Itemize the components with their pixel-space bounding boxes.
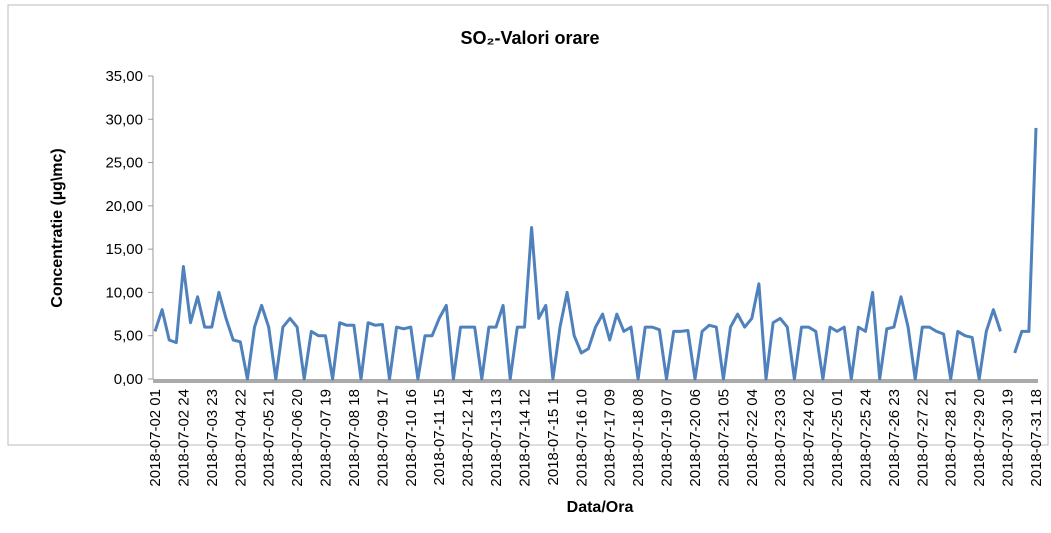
x-tick-label: 2018-07-25 24 bbox=[857, 389, 874, 487]
x-axis bbox=[153, 379, 1038, 383]
x-tick-label: 2018-07-19 07 bbox=[659, 389, 676, 487]
y-tick-label: 20,00 bbox=[105, 198, 143, 215]
y-tick-label: 35,00 bbox=[105, 68, 143, 85]
y-axis-label: Concentratie (µg\mc) bbox=[49, 148, 66, 307]
data-line bbox=[153, 127, 1038, 381]
x-axis-label: Data/Ora bbox=[567, 499, 634, 516]
x-tick-label: 2018-07-29 20 bbox=[971, 389, 988, 487]
x-tick-label: 2018-07-03 23 bbox=[204, 389, 221, 487]
y-tick-label: 30,00 bbox=[105, 111, 143, 128]
x-tick-label: 2018-07-30 19 bbox=[1000, 389, 1017, 487]
x-tick-label: 2018-07-05 21 bbox=[261, 389, 278, 487]
chart-frame bbox=[7, 4, 1049, 446]
x-tick-label: 2018-07-25 01 bbox=[829, 389, 846, 487]
y-tick-label: 15,00 bbox=[105, 241, 143, 258]
x-tick-label: 2018-07-14 12 bbox=[516, 389, 533, 487]
x-tick-label: 2018-07-15 11 bbox=[545, 389, 562, 485]
x-tick-label: 2018-07-26 23 bbox=[886, 389, 903, 487]
x-tick-label: 2018-07-02 01 bbox=[147, 389, 164, 487]
x-tick-label: 2018-07-23 03 bbox=[772, 389, 789, 487]
x-tick-label: 2018-07-06 20 bbox=[289, 389, 306, 487]
chart-title: SO₂-Valori orare bbox=[460, 28, 599, 48]
x-tick-label: 2018-07-11 15 bbox=[431, 389, 448, 485]
x-tick-label: 2018-07-17 09 bbox=[602, 389, 619, 487]
x-tick-label: 2018-07-21 05 bbox=[715, 389, 732, 487]
y-tick-label: 25,00 bbox=[105, 155, 143, 172]
x-tick-label: 2018-07-31 18 bbox=[1028, 389, 1045, 487]
y-tick-label: 0,00 bbox=[114, 371, 143, 388]
x-tick-label: 2018-07-10 16 bbox=[403, 389, 420, 487]
y-tick-label: 5,00 bbox=[114, 328, 143, 345]
x-tick-label: 2018-07-08 18 bbox=[346, 389, 363, 487]
y-tick-label: 10,00 bbox=[105, 284, 143, 301]
x-tick-label: 2018-07-24 02 bbox=[801, 389, 818, 487]
x-tick-label: 2018-07-02 24 bbox=[175, 389, 192, 487]
x-tick-label: 2018-07-20 06 bbox=[687, 389, 704, 487]
x-tick-label: 2018-07-28 21 bbox=[943, 389, 960, 487]
x-tick-label: 2018-07-09 17 bbox=[374, 389, 391, 487]
x-tick-label: 2018-07-16 10 bbox=[573, 389, 590, 487]
x-tick-label: 2018-07-12 14 bbox=[460, 389, 477, 487]
x-tick-label: 2018-07-04 22 bbox=[232, 389, 249, 487]
x-tick-label: 2018-07-07 19 bbox=[318, 389, 335, 487]
x-tick-label: 2018-07-13 13 bbox=[488, 389, 505, 487]
x-tick-label: 2018-07-18 08 bbox=[630, 389, 647, 487]
x-tick-label: 2018-07-27 22 bbox=[914, 389, 931, 487]
x-tick-label: 2018-07-22 04 bbox=[744, 389, 761, 487]
